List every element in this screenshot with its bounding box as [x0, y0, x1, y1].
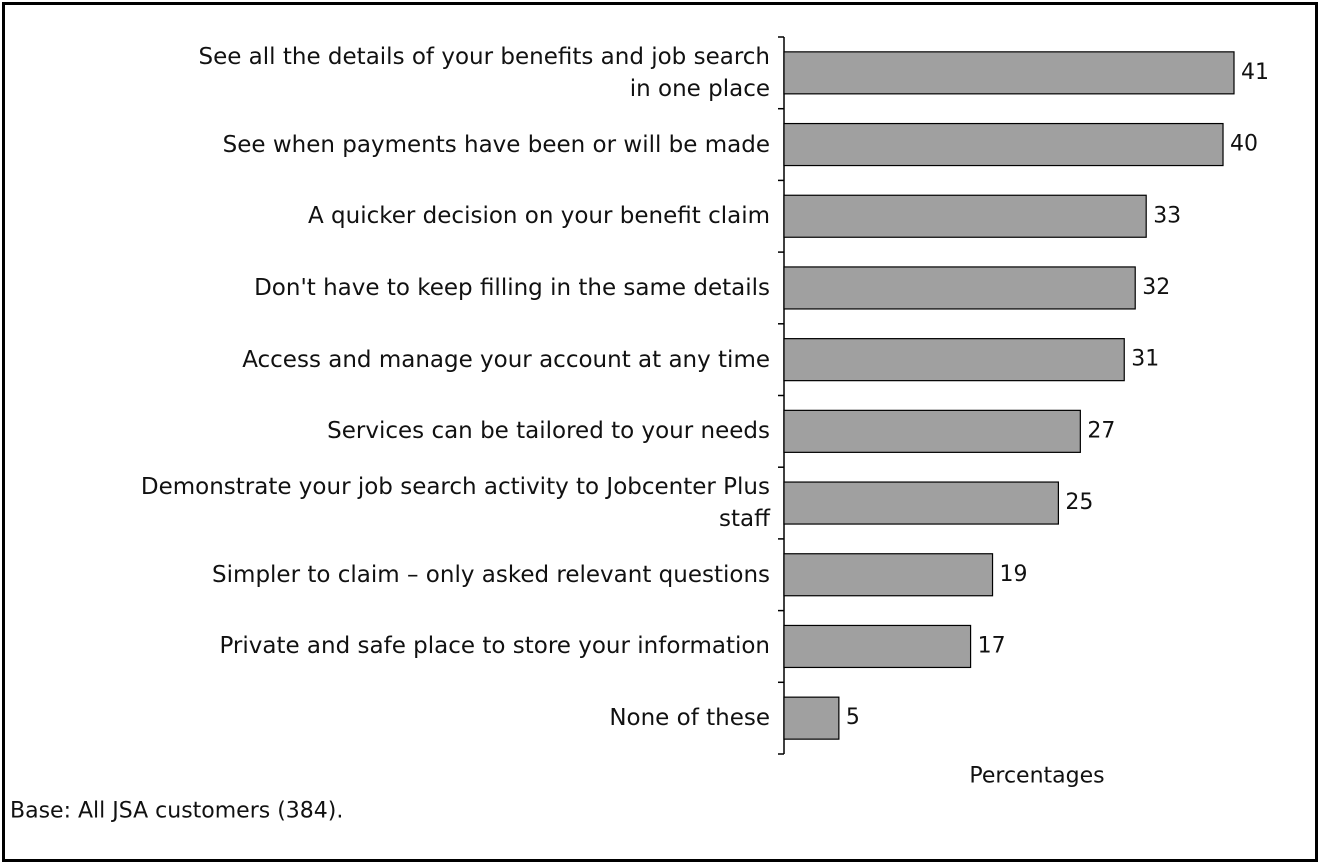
bar — [783, 194, 1147, 238]
value-label: 17 — [978, 633, 1006, 658]
value-label: 32 — [1142, 275, 1170, 300]
bar — [783, 481, 1059, 525]
category-label: See all the details of your benefits and… — [198, 43, 770, 102]
value-label: 5 — [846, 705, 860, 730]
bar — [783, 122, 1224, 167]
category-label: Private and safe place to store your inf… — [219, 633, 770, 660]
value-label: 41 — [1241, 60, 1269, 85]
footnote: Base: All JSA customers (384). — [10, 798, 344, 824]
category-label: Services can be tailored to your needs — [327, 418, 770, 445]
category-label: None of these — [609, 705, 770, 732]
bar — [783, 553, 994, 597]
category-label: Simpler to claim – only asked relevant q… — [212, 561, 770, 588]
chart: 41 40 33 32 31 27 25 19 17 5 — [778, 36, 1269, 755]
value-label: 33 — [1153, 203, 1181, 228]
bar — [783, 266, 1136, 310]
value-label: 27 — [1087, 418, 1115, 443]
category-label: A quicker decision on your benefit claim — [308, 203, 770, 230]
value-label: 40 — [1230, 132, 1258, 157]
category-label: See when payments have been or will be m… — [222, 131, 770, 158]
category-label: Access and manage your account at any ti… — [242, 346, 770, 373]
category-label: Don't have to keep filling in the same d… — [254, 274, 770, 301]
category-label: Demonstrate your job search activity to … — [140, 474, 770, 533]
bar — [783, 409, 1081, 453]
value-label: 25 — [1065, 490, 1093, 515]
bar — [783, 338, 1125, 382]
bar — [783, 51, 1235, 95]
bar — [783, 624, 972, 669]
x-axis-label: Percentages — [969, 763, 1105, 789]
value-label: 31 — [1131, 347, 1159, 372]
bar — [783, 696, 840, 740]
value-label: 19 — [1000, 562, 1028, 587]
